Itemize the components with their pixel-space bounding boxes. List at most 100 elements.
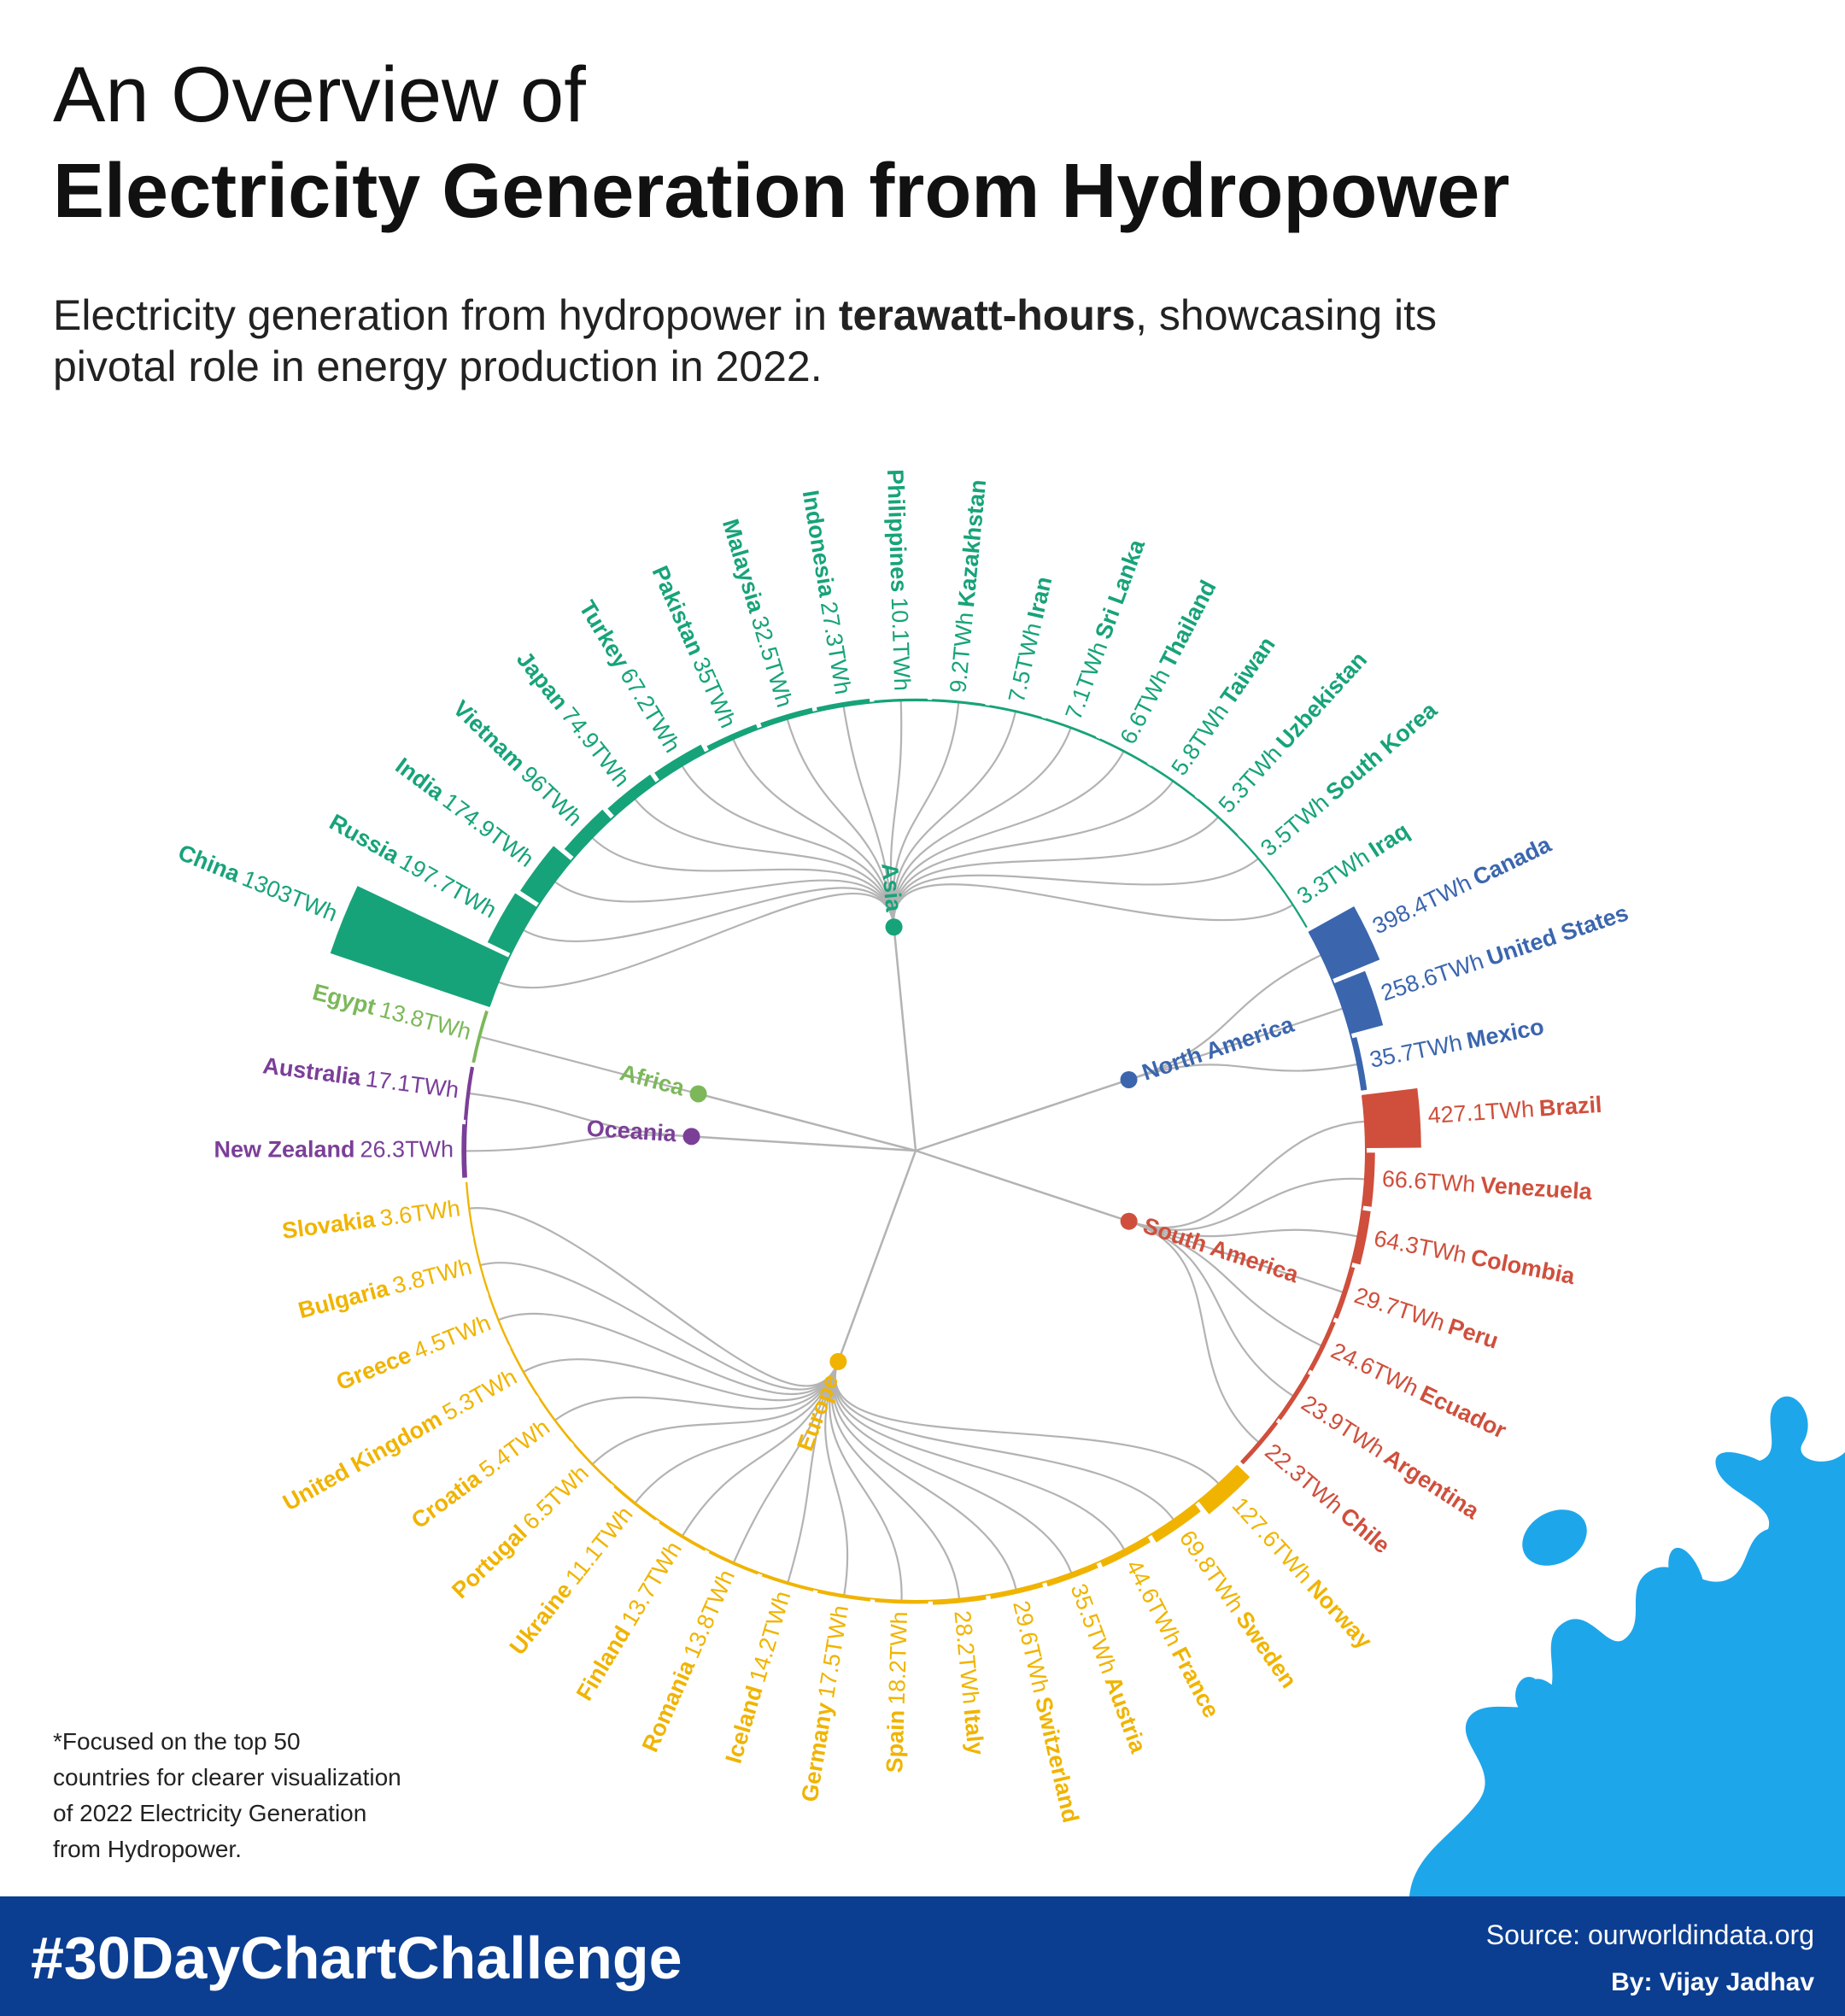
branch-link <box>554 879 895 928</box>
country-name: India <box>390 753 449 806</box>
value-label: 3.5TWh <box>1256 789 1333 861</box>
label-text: Philippines 10.1TWh <box>882 469 915 691</box>
country-label: 35.5TWhAustria <box>1065 1580 1151 1757</box>
bar <box>330 886 510 1008</box>
country-name: Ukraine <box>505 1578 577 1660</box>
branch-link <box>497 893 895 989</box>
bar <box>659 1521 706 1551</box>
branch-link <box>893 751 1125 928</box>
value-label: 1303TWh <box>238 865 341 927</box>
group-name: North America <box>1139 1011 1297 1086</box>
label-text: Spain 18.2TWh <box>882 1611 912 1773</box>
bar <box>708 1550 759 1575</box>
country-name: Mexico <box>1464 1014 1546 1054</box>
country-label: 3.5TWhSouth Korea <box>1256 696 1443 861</box>
bar <box>654 744 706 782</box>
country-name: Indonesia <box>798 489 840 600</box>
bar <box>1308 905 1380 980</box>
branch-link <box>479 1035 699 1095</box>
branch-link <box>1128 1220 1322 1347</box>
label-text: 64.3TWhColombia <box>1372 1226 1578 1290</box>
country-name: Colombia <box>1469 1245 1578 1290</box>
label-text: 9.2TWhKazakhstan <box>946 478 992 694</box>
value-label: 29.6TWh <box>1008 1598 1054 1695</box>
bar <box>1350 1036 1368 1091</box>
value-label: 27.3TWh <box>816 600 856 696</box>
country-name: Venezuela <box>1479 1172 1593 1204</box>
country-name: Portugal <box>447 1520 532 1603</box>
country-label: Malaysia32.5TWh <box>718 516 798 710</box>
bar <box>706 724 758 752</box>
country-name: Taiwan <box>1215 632 1280 710</box>
country-name: Pakistan <box>647 562 708 659</box>
country-label: China1303TWh <box>174 840 341 927</box>
root-link <box>915 1149 1130 1222</box>
bar <box>817 1589 871 1602</box>
bar <box>461 1123 467 1178</box>
country-name: Iceland <box>721 1683 768 1767</box>
footer-source: Source: ourworldindata.org <box>1486 1919 1814 1950</box>
bar <box>1332 1266 1356 1319</box>
footer-band <box>0 1896 1845 2016</box>
country-name: Romania <box>637 1656 700 1755</box>
value-label: 23.9TWh <box>1297 1390 1389 1462</box>
country-name: Uzbekistan <box>1271 647 1372 754</box>
bar <box>1099 738 1148 765</box>
country-name: Vietnam <box>448 695 530 776</box>
bar <box>1198 1464 1250 1515</box>
country-name: Croatia <box>407 1465 486 1533</box>
branch-link <box>889 700 903 928</box>
label-text: 3.5TWhSouth Korea <box>1256 696 1443 861</box>
bar <box>989 1582 1044 1599</box>
country-name: Australia <box>261 1052 363 1091</box>
branch-link <box>681 765 895 928</box>
value-label: 6.5TWh <box>518 1460 594 1534</box>
group-arc <box>466 1182 1239 1602</box>
branch-link <box>1128 1177 1366 1231</box>
country-name: France <box>1167 1643 1225 1721</box>
country-label: 9.2TWhKazakhstan <box>946 478 992 694</box>
subtitle-part: Electricity generation from hydropower i… <box>53 291 839 339</box>
label-text: 29.7TWhPeru <box>1351 1282 1502 1354</box>
root-link <box>915 1078 1129 1152</box>
country-label: 66.6TWh Venezuela <box>1381 1166 1594 1205</box>
country-name: Sweden <box>1231 1607 1302 1693</box>
bar <box>473 1239 489 1292</box>
label-text: Iceland14.2TWh <box>721 1588 796 1767</box>
country-name: United States <box>1484 900 1631 970</box>
value-label: 7.1TWh <box>1061 638 1113 723</box>
country-label: Iceland14.2TWh <box>721 1588 796 1767</box>
branch-link <box>830 1361 961 1599</box>
country-name: Slovakia <box>280 1206 377 1244</box>
label-text: China1303TWh <box>174 840 341 927</box>
branch-link <box>833 1361 1073 1574</box>
root-link <box>893 927 917 1152</box>
bar <box>1277 882 1308 929</box>
label-text: Germany17.5TWh <box>797 1603 854 1803</box>
country-name: Italy <box>958 1708 988 1756</box>
country-name: Switzerland <box>1030 1695 1084 1826</box>
country-label: 427.1TWh Brazil <box>1427 1092 1603 1128</box>
bar <box>613 1485 658 1521</box>
bar <box>932 1594 987 1605</box>
value-label: 26.3TWh <box>360 1137 454 1163</box>
country-name: Thailand <box>1155 576 1221 671</box>
branch-link <box>732 738 895 928</box>
group-node <box>885 918 903 936</box>
value-label: 3.8TWh <box>390 1253 474 1298</box>
footnote-line: of 2022 Electricity Generation <box>53 1800 366 1826</box>
group-node <box>682 1128 700 1146</box>
branch-link <box>787 1361 840 1583</box>
branch-link <box>1128 1120 1365 1228</box>
value-label: 6.6TWh <box>1116 665 1175 748</box>
value-label: 64.3TWh <box>1372 1226 1468 1269</box>
country-name: Spain <box>882 1709 909 1773</box>
label-text: Australia17.1TWh <box>261 1052 460 1103</box>
bar <box>607 774 657 817</box>
branch-link <box>893 858 1259 928</box>
root-link <box>837 1150 917 1363</box>
bar <box>760 707 813 729</box>
bar <box>816 698 870 712</box>
value-label: 5.8TWh <box>1167 699 1234 780</box>
group-node <box>1120 1070 1138 1088</box>
